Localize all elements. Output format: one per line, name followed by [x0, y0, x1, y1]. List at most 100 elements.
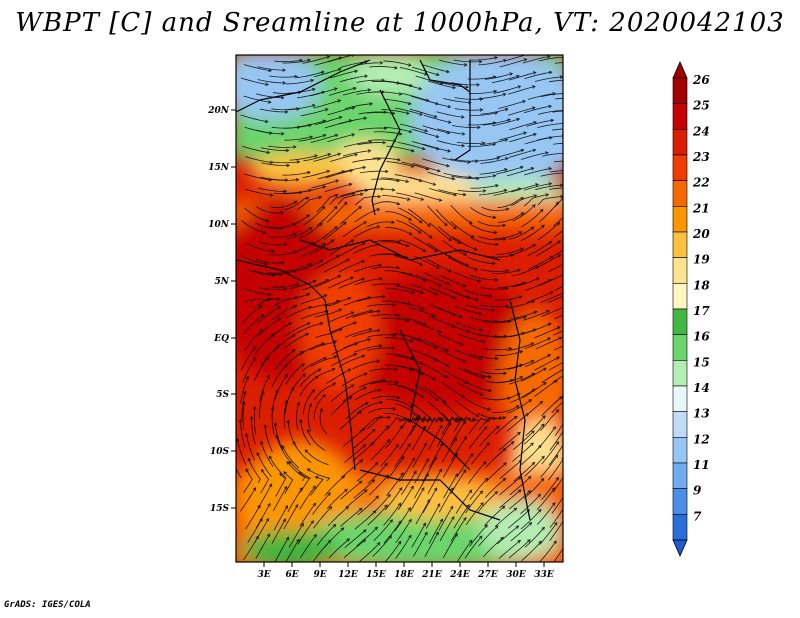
streamline — [478, 93, 506, 100]
streamline-arrow — [306, 468, 311, 472]
streamline-arrow — [502, 92, 507, 97]
streamline — [413, 163, 441, 172]
colorbar-label: 15 — [693, 355, 710, 369]
streamline-arrow — [432, 313, 437, 318]
colorbar-bottom-arrow — [672, 539, 688, 557]
streamline-arrow — [280, 211, 285, 215]
streamline — [535, 184, 563, 191]
streamline-arrow — [377, 328, 381, 333]
streamline — [454, 97, 483, 100]
streamline — [255, 533, 271, 559]
streamline — [258, 187, 287, 192]
streamline-arrow — [505, 157, 509, 161]
streamline — [479, 286, 508, 290]
streamline — [240, 376, 249, 404]
streamline — [395, 285, 424, 294]
streamline-arrow — [577, 458, 580, 461]
streamline — [384, 487, 403, 511]
streamline — [299, 368, 321, 388]
streamline-arrow — [570, 259, 573, 262]
streamline — [369, 66, 398, 69]
streamline-arrow — [443, 222, 448, 227]
streamline — [358, 542, 381, 562]
streamline — [313, 153, 341, 162]
streamline — [471, 442, 490, 465]
streamline-arrow — [494, 490, 499, 495]
streamline-arrow — [378, 263, 383, 267]
streamline-arrow — [488, 375, 492, 379]
streamline-arrow — [368, 327, 373, 332]
streamline-arrow — [459, 314, 463, 319]
streamline — [247, 269, 275, 276]
streamline — [258, 287, 287, 290]
lon-label: 21E — [421, 570, 442, 580]
streamline — [240, 487, 256, 512]
streamline-arrow — [587, 359, 590, 362]
streamline — [491, 75, 520, 84]
streamline-arrow — [589, 386, 592, 389]
streamline — [565, 207, 587, 224]
streamline-arrow — [391, 220, 395, 224]
streamline-arrow — [503, 59, 507, 63]
streamline-arrow — [288, 460, 293, 465]
streamline — [467, 256, 495, 264]
streamline-arrow — [477, 279, 482, 283]
streamline — [288, 242, 315, 254]
streamline — [436, 111, 465, 118]
streamline — [309, 340, 337, 351]
streamline — [344, 103, 373, 110]
streamline-arrow — [435, 531, 439, 536]
streamline — [522, 55, 550, 64]
streamline — [409, 416, 426, 436]
streamline — [352, 158, 381, 163]
streamline — [371, 283, 400, 286]
streamline-arrow — [293, 232, 297, 236]
streamline-arrow — [475, 298, 479, 302]
streamline-arrow — [265, 218, 270, 223]
streamline-arrow — [354, 342, 359, 346]
streamline-arrow — [249, 415, 254, 420]
streamline — [331, 353, 357, 367]
streamline-arrow — [532, 204, 536, 208]
streamline-arrow — [280, 132, 285, 136]
lat-label: EQ — [213, 334, 229, 344]
streamline-arrow — [504, 107, 509, 112]
streamline — [453, 504, 470, 529]
streamline — [509, 244, 536, 256]
streamline-arrow — [347, 296, 352, 301]
streamline-arrow — [282, 81, 287, 85]
streamline — [426, 258, 452, 273]
streamline — [464, 368, 492, 378]
streamline — [567, 403, 590, 419]
streamline-arrow — [463, 252, 468, 256]
streamline — [324, 297, 351, 307]
streamline-arrow — [556, 356, 560, 360]
streamline — [551, 496, 563, 514]
streamline-arrow — [489, 294, 493, 298]
streamline-arrow — [322, 133, 327, 138]
streamline — [399, 271, 427, 282]
streamline — [508, 539, 531, 559]
streamline-arrow — [437, 168, 441, 173]
streamline — [414, 473, 429, 499]
streamline — [549, 187, 563, 190]
streamline-arrow — [358, 507, 363, 512]
streamline-arrow — [558, 336, 563, 340]
streamline — [357, 296, 385, 302]
streamline-arrow — [584, 207, 587, 210]
streamline-arrow — [508, 346, 513, 351]
streamline — [456, 141, 485, 144]
streamline-arrow — [376, 359, 381, 363]
streamline-arrow — [517, 489, 522, 493]
streamline-arrow — [523, 58, 528, 62]
streamline — [386, 353, 414, 360]
streamline — [522, 382, 547, 399]
streamline-arrow — [252, 357, 256, 361]
streamline-arrow — [517, 85, 522, 89]
streamline-arrow — [531, 106, 536, 110]
colorbar-label: 14 — [693, 381, 710, 395]
streamline-arrow — [352, 86, 357, 91]
streamline-arrow — [296, 401, 301, 406]
streamline — [497, 212, 524, 223]
streamline — [464, 290, 492, 297]
